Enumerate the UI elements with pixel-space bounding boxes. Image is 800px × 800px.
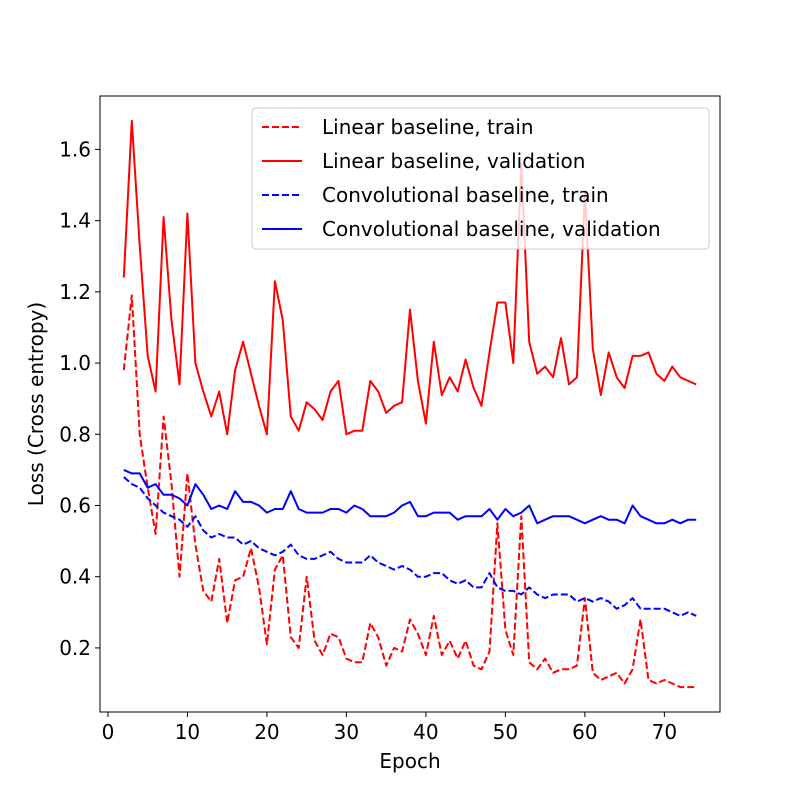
legend: Linear baseline, train Linear baseline, v… (251, 107, 710, 250)
y-tick-label: 0.6 (59, 493, 91, 517)
y-tick-label: 1.4 (59, 209, 91, 233)
x-tick-label: 20 (254, 720, 279, 744)
series-line-2 (123, 476, 697, 617)
legend-box (251, 107, 710, 250)
y-axis-label: Loss (Cross entropy) (24, 302, 48, 506)
x-tick-label: 70 (652, 720, 677, 744)
legend-label-3: Convolutional baseline, validation (322, 217, 661, 241)
legend-label-0: Linear baseline, train (322, 115, 534, 139)
x-tick-label: 30 (334, 720, 359, 744)
y-axis-ticks: 0.2 0.4 0.6 0.8 1.0 1.2 1.4 1.6 (59, 137, 100, 660)
series-line-3 (123, 468, 697, 525)
y-tick-label: 1.2 (59, 280, 91, 304)
legend-label-1: Linear baseline, validation (322, 149, 585, 173)
legend-label-2: Convolutional baseline, train (322, 183, 609, 207)
series-line-1 (122, 119, 697, 436)
series-line-0 (122, 294, 697, 689)
x-tick-label: 10 (175, 720, 200, 744)
x-axis-ticks: 0 10 20 30 40 50 60 70 (102, 712, 677, 744)
x-tick-label: 0 (102, 720, 115, 744)
x-axis-label: Epoch (379, 749, 440, 773)
y-tick-label: 0.2 (59, 636, 91, 660)
y-tick-label: 0.4 (59, 565, 91, 589)
x-tick-label: 40 (413, 720, 438, 744)
y-tick-label: 0.8 (59, 422, 91, 446)
y-tick-label: 1.6 (59, 137, 91, 161)
series-layer (122, 119, 697, 689)
plot-frame (99, 95, 721, 713)
x-tick-label: 60 (572, 720, 597, 744)
x-tick-label: 50 (493, 720, 518, 744)
y-tick-label: 1.0 (59, 351, 91, 375)
